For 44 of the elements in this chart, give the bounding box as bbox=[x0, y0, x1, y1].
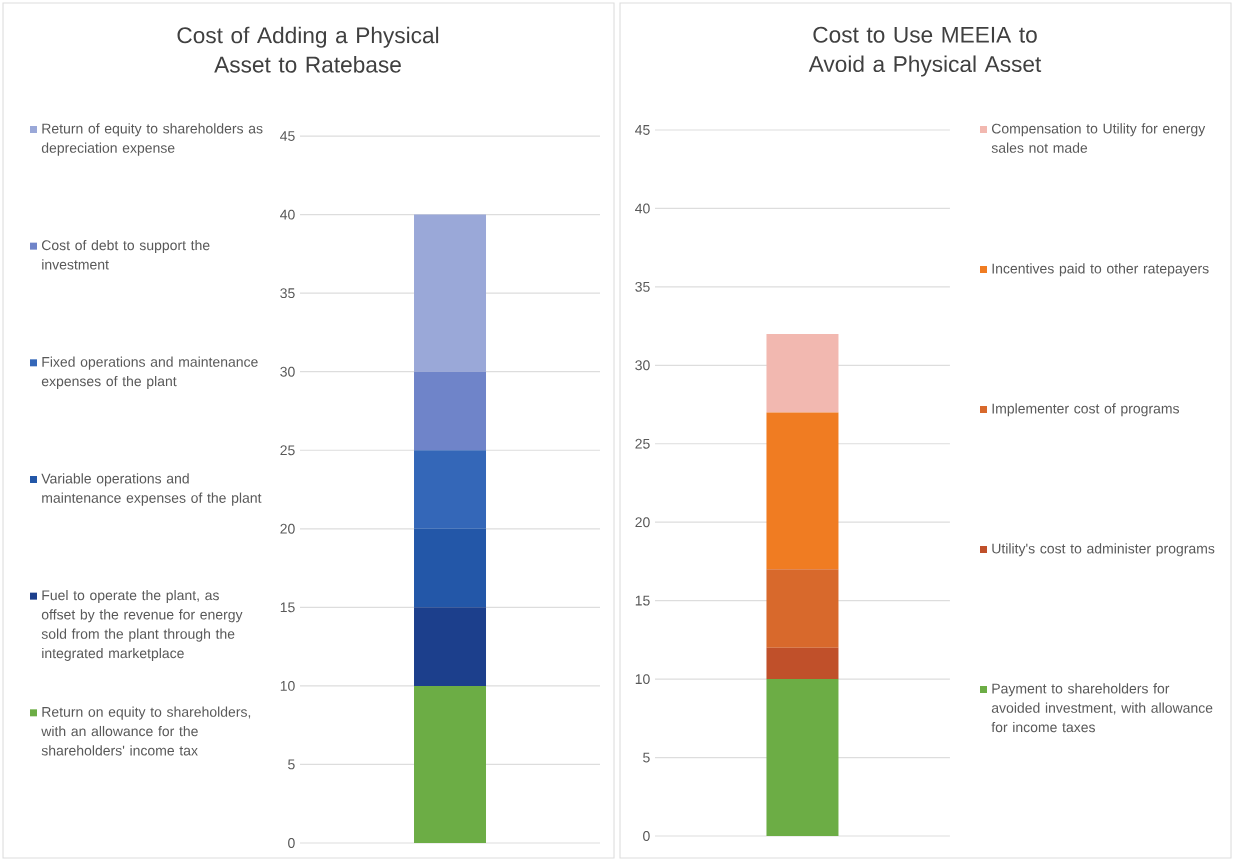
legend-label: Return of equity to shareholders as depreciation expense bbox=[41, 123, 263, 156]
y-tick-label: 45 bbox=[280, 131, 295, 141]
y-tick-label: 25 bbox=[280, 445, 295, 456]
y-tick-label: 30 bbox=[280, 366, 295, 377]
y-tick-label: 45 bbox=[635, 125, 650, 135]
legend-label: Fixed operations and maintenance expenses of the plant bbox=[41, 356, 258, 389]
legend-label: Fuel to operate the plant, as offset by the revenue for energy sold from the plant through the integrated marketplace bbox=[41, 589, 243, 661]
y-tick-label: 35 bbox=[280, 288, 295, 299]
y-tick-label: 10 bbox=[635, 674, 650, 685]
bar bbox=[414, 528, 487, 608]
y-tick-label: 10 bbox=[280, 680, 295, 691]
bar bbox=[414, 607, 487, 686]
bar bbox=[414, 450, 487, 529]
y-tick-label: 40 bbox=[280, 209, 295, 220]
legend-label: Return on equity to shareholders, with an allowance for the shareholders' income tax bbox=[41, 706, 251, 756]
y-tick-label: 5 bbox=[643, 752, 650, 763]
bar bbox=[766, 647, 839, 680]
chart-title: Cost to Use MEEIA to Avoid a Physical Asset bbox=[808, 26, 1042, 77]
y-tick-label: 40 bbox=[635, 203, 650, 214]
legend-label: Utility's cost to administer programs bbox=[992, 543, 1215, 557]
y-tick-label: 0 bbox=[643, 831, 650, 841]
y-tick-label: 25 bbox=[635, 438, 650, 449]
bar bbox=[766, 412, 839, 570]
legend-label: Cost of debt to support the investment bbox=[41, 239, 210, 270]
chart-title: Cost of Adding a Physical Asset to Ratebase bbox=[177, 26, 439, 73]
legend-label: Compensation to Utility for energy sales not made bbox=[991, 123, 1206, 153]
bar bbox=[414, 371, 487, 451]
bar bbox=[414, 214, 487, 372]
bar bbox=[766, 679, 839, 836]
y-tick-label: 15 bbox=[280, 602, 295, 613]
y-tick-label: 30 bbox=[635, 360, 650, 371]
bar bbox=[766, 569, 839, 648]
y-tick-label: 5 bbox=[288, 759, 295, 770]
legend-label: Variable operations and maintenance expenses of the plant bbox=[41, 473, 262, 506]
bar bbox=[414, 685, 487, 843]
bar bbox=[766, 333, 839, 413]
y-tick-label: 20 bbox=[635, 517, 650, 528]
legend-label: Implementer cost of programs bbox=[992, 403, 1180, 417]
y-tick-label: 15 bbox=[635, 595, 650, 606]
y-tick-label: 20 bbox=[280, 523, 295, 534]
legend-label: Incentives paid to other ratepayers bbox=[992, 263, 1209, 277]
y-tick-label: 35 bbox=[635, 281, 650, 292]
legend-label: Payment to shareholders for avoided investment, with allowance for income taxes bbox=[991, 683, 1213, 733]
y-tick-label: 0 bbox=[288, 838, 295, 848]
